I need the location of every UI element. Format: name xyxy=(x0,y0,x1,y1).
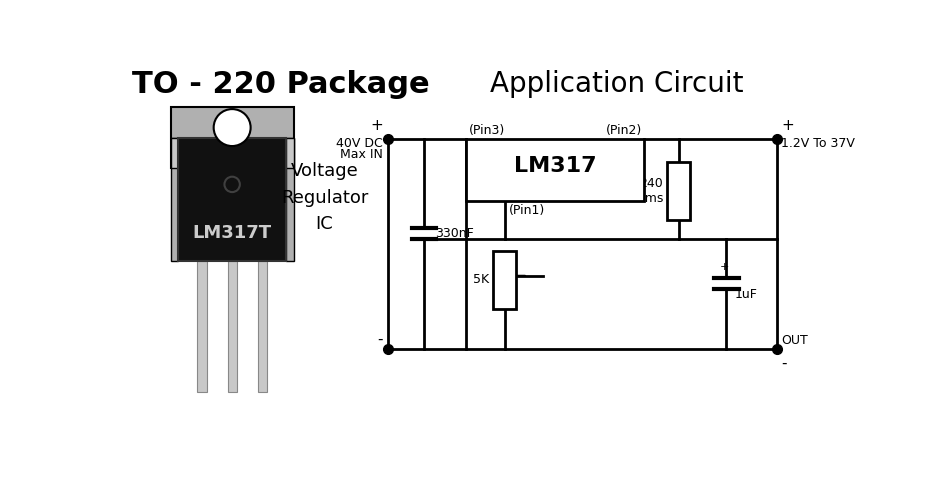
Text: LM317: LM317 xyxy=(514,156,596,176)
Text: (Pin2): (Pin2) xyxy=(605,124,641,137)
Text: Voltage
Regulator
IC: Voltage Regulator IC xyxy=(281,162,368,233)
Text: 1uF: 1uF xyxy=(734,288,757,301)
Text: Max IN: Max IN xyxy=(340,149,383,161)
Text: 240
Ohms: 240 Ohms xyxy=(627,177,664,205)
Bar xyxy=(171,138,178,261)
Text: (Pin1): (Pin1) xyxy=(509,204,545,217)
Circle shape xyxy=(213,109,250,146)
Text: 5K: 5K xyxy=(473,273,489,286)
Text: (Pin3): (Pin3) xyxy=(468,124,505,137)
Text: 330nF: 330nF xyxy=(436,227,475,240)
Bar xyxy=(178,138,286,261)
Text: -: - xyxy=(377,332,383,347)
Text: 1.2V To 37V: 1.2V To 37V xyxy=(781,137,855,150)
Text: -: - xyxy=(781,356,787,370)
Text: OUT: OUT xyxy=(781,334,808,347)
Bar xyxy=(227,261,236,392)
Text: +: + xyxy=(370,118,383,133)
Text: 40V DC: 40V DC xyxy=(337,137,383,150)
Bar xyxy=(286,138,294,261)
Bar xyxy=(466,139,644,201)
Text: +: + xyxy=(781,118,794,133)
Text: LM317T: LM317T xyxy=(193,223,272,242)
Bar xyxy=(493,251,516,308)
Bar xyxy=(667,162,691,220)
Bar xyxy=(286,138,294,168)
Bar xyxy=(171,107,294,168)
Text: TO - 220 Package: TO - 220 Package xyxy=(132,70,430,99)
Text: +: + xyxy=(719,262,729,273)
Bar xyxy=(171,138,178,168)
Bar xyxy=(197,261,207,392)
Text: Application Circuit: Application Circuit xyxy=(490,70,743,98)
Bar xyxy=(258,261,267,392)
